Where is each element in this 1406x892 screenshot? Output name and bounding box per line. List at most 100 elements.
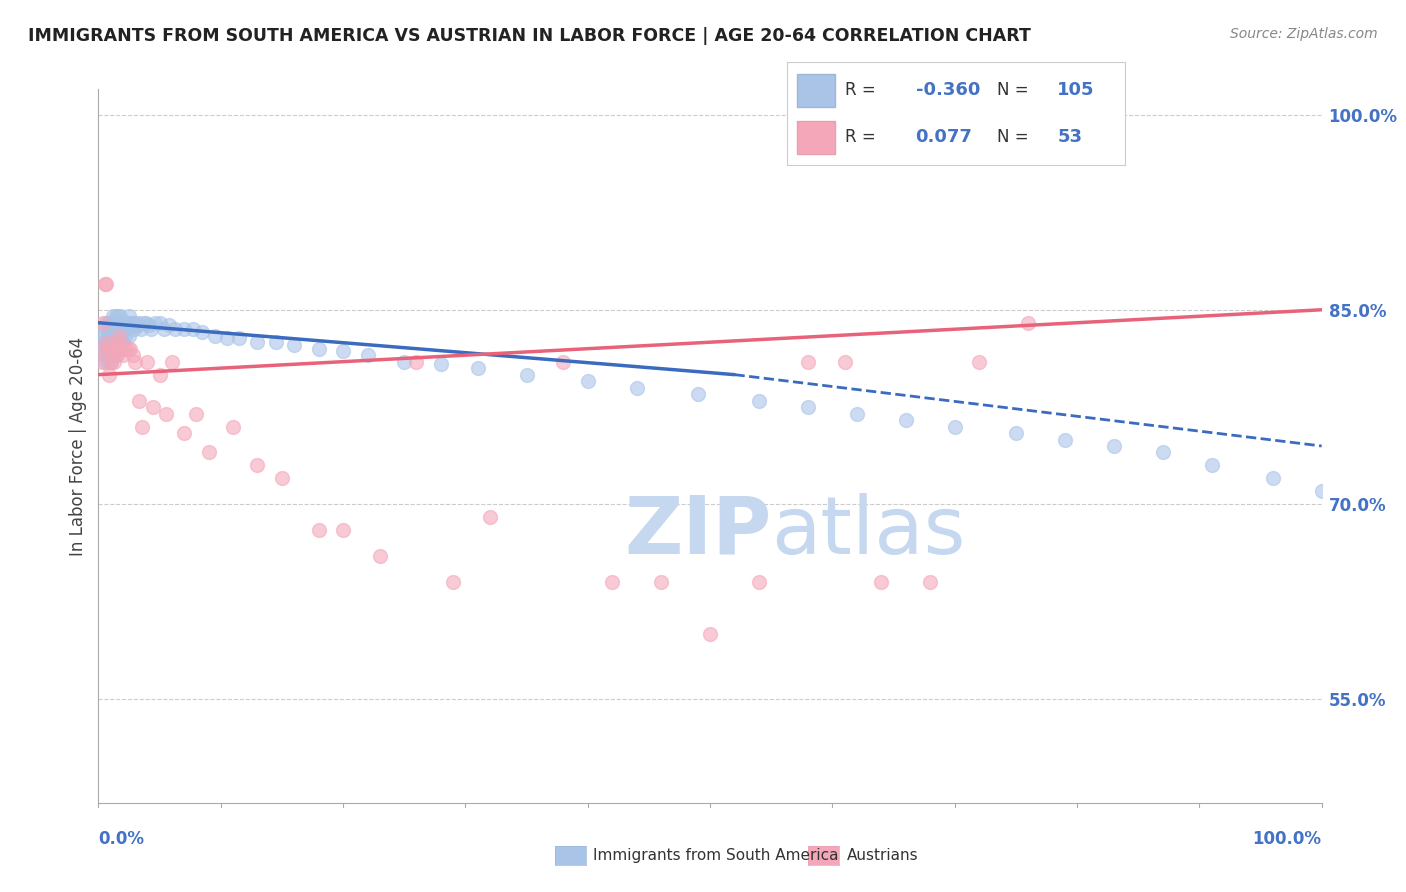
Point — [108, 328, 131, 343]
Y-axis label: In Labor Force | Age 20-64: In Labor Force | Age 20-64 — [69, 336, 87, 556]
Point — [139, 322, 162, 336]
Point — [91, 354, 114, 368]
Point — [136, 354, 159, 368]
Text: Source: ZipAtlas.com: Source: ZipAtlas.com — [1230, 27, 1378, 41]
Point — [600, 575, 623, 590]
Point — [392, 354, 416, 368]
Point — [111, 316, 134, 330]
Point — [97, 335, 120, 350]
Point — [215, 331, 238, 345]
Point — [91, 328, 114, 343]
Point — [103, 316, 125, 330]
Point — [894, 413, 917, 427]
Point — [91, 316, 114, 330]
Point — [138, 318, 160, 333]
Point — [104, 322, 127, 336]
Point — [368, 549, 391, 564]
Point — [120, 316, 142, 330]
Point — [93, 354, 115, 368]
Text: IMMIGRANTS FROM SOUTH AMERICA VS AUSTRIAN IN LABOR FORCE | AGE 20-64 CORRELATION: IMMIGRANTS FROM SOUTH AMERICA VS AUSTRIA… — [28, 27, 1031, 45]
Point — [111, 348, 134, 362]
Point — [96, 348, 118, 362]
Point — [135, 316, 157, 330]
Point — [104, 348, 127, 362]
Point — [125, 318, 148, 333]
Point — [834, 354, 856, 368]
Point — [1004, 425, 1026, 440]
Point — [870, 575, 893, 590]
Point — [97, 342, 120, 356]
Point — [91, 335, 114, 350]
Point — [100, 342, 122, 356]
Point — [308, 524, 330, 538]
Point — [101, 348, 124, 362]
Text: -0.360: -0.360 — [915, 81, 980, 99]
Point — [107, 328, 129, 343]
Text: 0.077: 0.077 — [915, 128, 973, 146]
Point — [107, 342, 129, 356]
Point — [100, 328, 122, 343]
Point — [105, 348, 128, 362]
Point — [264, 335, 287, 350]
Point — [1152, 445, 1174, 459]
Text: N =: N = — [997, 81, 1028, 99]
FancyBboxPatch shape — [797, 121, 835, 153]
Point — [1372, 497, 1395, 511]
Point — [967, 354, 990, 368]
Point — [356, 348, 378, 362]
Point — [129, 322, 152, 336]
Point — [108, 335, 131, 350]
Point — [650, 575, 672, 590]
Point — [104, 310, 127, 324]
Point — [686, 387, 709, 401]
Point — [100, 342, 122, 356]
Point — [115, 316, 138, 330]
Point — [100, 354, 122, 368]
Point — [111, 335, 134, 350]
Point — [845, 407, 868, 421]
Point — [103, 354, 125, 368]
Point — [105, 342, 128, 356]
Point — [100, 316, 122, 330]
Point — [127, 318, 149, 333]
Point — [101, 316, 124, 330]
Text: N =: N = — [997, 128, 1028, 146]
Point — [553, 354, 575, 368]
Point — [110, 310, 132, 324]
Point — [1310, 484, 1333, 499]
Point — [98, 368, 121, 382]
Text: Austrians: Austrians — [846, 848, 918, 863]
Point — [157, 318, 180, 333]
Point — [191, 325, 214, 339]
Point — [405, 354, 427, 368]
Point — [626, 381, 648, 395]
Point — [98, 322, 121, 336]
Point — [228, 331, 250, 345]
Point — [110, 328, 132, 343]
Point — [478, 510, 501, 524]
Point — [101, 322, 124, 336]
Point — [430, 357, 453, 371]
Point — [108, 316, 131, 330]
Point — [748, 575, 770, 590]
Text: 100.0%: 100.0% — [1253, 830, 1322, 847]
Point — [107, 310, 129, 324]
Point — [748, 393, 770, 408]
Point — [153, 322, 176, 336]
Point — [100, 354, 122, 368]
Point — [160, 354, 183, 368]
Point — [93, 342, 115, 356]
Point — [121, 316, 143, 330]
Point — [96, 335, 118, 350]
Point — [332, 344, 354, 359]
Point — [107, 335, 129, 350]
Point — [173, 322, 195, 336]
Point — [165, 322, 187, 336]
Point — [120, 342, 142, 356]
Point — [1102, 439, 1125, 453]
Text: R =: R = — [845, 81, 876, 99]
Point — [186, 407, 208, 421]
Point — [90, 342, 112, 356]
Point — [943, 419, 966, 434]
Point — [105, 316, 128, 330]
